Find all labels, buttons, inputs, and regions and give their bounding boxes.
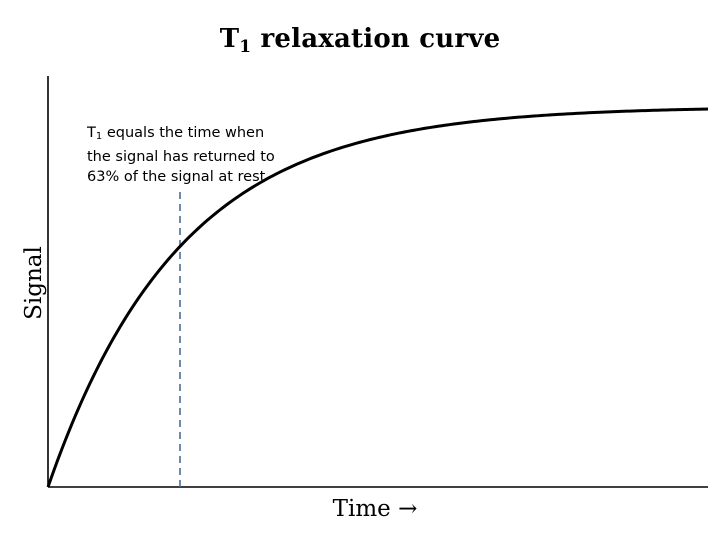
t1-annotation: T1 equals the time when the signal has r… (87, 123, 275, 187)
annotation-line-1: T1 equals the time when (87, 123, 275, 147)
right-arrow-icon: → (398, 496, 418, 522)
title-main: T (219, 24, 240, 54)
y-axis-label: Signal (21, 246, 47, 320)
annotation-line-3: 63% of the signal at rest (87, 169, 266, 185)
annotation-t-subscript: 1 (95, 131, 103, 142)
title-subscript: 1 (239, 37, 252, 57)
relaxation-curve-line (46, 107, 709, 488)
annotation-line-2: the signal has returned to (87, 149, 275, 165)
annotation-t-symbol: T (87, 125, 96, 141)
annotation-line-1-text: equals the time when (102, 125, 265, 141)
title-rest: relaxation curve (251, 24, 501, 54)
chart-title: T1 relaxation curve (0, 24, 720, 57)
x-axis-label: Time → (333, 496, 418, 522)
x-axis-label-text: Time (332, 496, 391, 522)
